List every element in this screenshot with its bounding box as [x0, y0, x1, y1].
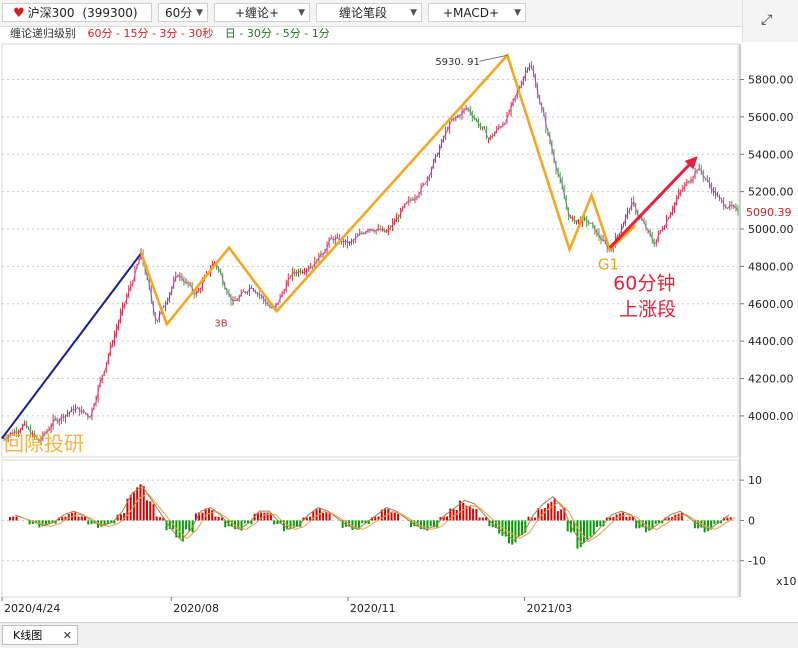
macd-grid: [1, 459, 739, 598]
price-panel-frame: [1, 43, 739, 458]
fullscreen-panel: ⤢: [742, 0, 798, 42]
watermark-text: 回隙投研: [4, 431, 84, 455]
favorite-heart-icon[interactable]: ♥: [13, 6, 25, 21]
price-tick-label: 4400.00: [748, 335, 794, 348]
security-name: 沪深300: [27, 6, 75, 20]
trend-segment-line: [1, 252, 142, 439]
x-tick-label: 2020/08: [173, 602, 219, 615]
chevron-down-icon: ▼: [514, 8, 521, 18]
macd-tick-label: -10: [748, 555, 766, 568]
recursion-levels-b: 日 - 30分 - 5分 - 1分: [224, 27, 330, 40]
price-tick-label: 4800.00: [748, 260, 794, 273]
macd-tick-label: 0: [748, 514, 755, 527]
label-60min: 60分钟: [613, 273, 675, 295]
recursion-levels-bar: 缠论递归级别 60分 - 15分 - 3分 - 30秒 日 - 30分 - 5分…: [0, 26, 740, 42]
price-tick-label: 5000.00: [748, 223, 794, 236]
x-tick-label: 2021/03: [527, 602, 573, 615]
indicator-macd-dropdown[interactable]: +MACD+ ▼: [428, 3, 526, 22]
peak-price-label: 5930. 91: [435, 57, 480, 68]
axes: 4000.00 4200.00 4400.00 4600.00 4800.00 5000.…: [1, 44, 797, 615]
price-tick-label: 5800.00: [748, 74, 794, 87]
macd-unit-label: x10: [776, 575, 797, 588]
period-value: 60分: [165, 6, 193, 20]
indicator-bi-duan-dropdown[interactable]: 缠论笔段 ▼: [316, 3, 422, 22]
price-tick-label: 5600.00: [748, 111, 794, 124]
price-grid: [1, 43, 739, 458]
indicator-macd-label: +MACD+: [443, 6, 500, 20]
indicator-chanlun-dropdown[interactable]: +缠论+ ▼: [214, 3, 310, 22]
macd-dif-line: [14, 485, 730, 545]
bottom-tab-bar: K线图 ✕: [0, 622, 798, 648]
label-g1: G1: [598, 256, 619, 274]
period-dropdown[interactable]: 60分 ▼: [158, 3, 208, 22]
kline-chart[interactable]: 4000.00 4200.00 4400.00 4600.00 4800.00 5000.…: [0, 42, 798, 622]
tab-kline-label: K线图: [13, 629, 43, 642]
arrow-head-icon: [684, 156, 698, 170]
ma-line: [1, 65, 739, 442]
macd-dea-line: [20, 492, 736, 543]
label-3b: 3B: [214, 318, 227, 329]
chevron-down-icon: ▼: [410, 8, 417, 18]
security-selector[interactable]: ♥ 沪深300 (399300): [2, 3, 152, 22]
indicator-bi-duan-label: 缠论笔段: [339, 6, 388, 20]
chanlun-overlays: [1, 52, 698, 439]
top-toolbar: ♥ 沪深300 (399300) 60分 ▼ +缠论+ ▼ 缠论笔段 ▼ +MAC…: [0, 0, 798, 27]
recursion-label: 缠论递归级别: [10, 27, 76, 40]
price-tick-label: 5200.00: [748, 186, 794, 199]
close-icon[interactable]: ✕: [62, 629, 72, 642]
price-series: [1, 61, 739, 445]
label-up-segment: 上涨段: [619, 299, 676, 321]
x-tick-label: 2020/4/24: [4, 602, 60, 615]
price-tick-label: 4200.00: [748, 373, 794, 386]
chevron-down-icon: ▼: [196, 8, 203, 18]
price-tick-label: 4600.00: [748, 298, 794, 311]
price-tick-label: 4000.00: [748, 410, 794, 423]
up-segment-arrow-line: [608, 161, 693, 249]
macd-bars: [9, 484, 736, 549]
security-code: (399300): [82, 6, 138, 20]
indicator-chanlun-label: +缠论+: [235, 6, 280, 20]
macd-panel-frame: [1, 459, 739, 598]
peak-leader-line: [479, 54, 508, 62]
chevron-down-icon: ▼: [298, 8, 305, 18]
last-price-label: 5090.39: [746, 206, 792, 219]
bi-stroke-line: [139, 52, 637, 327]
tab-kline[interactable]: K线图 ✕: [2, 625, 78, 645]
macd-tick-label: 10: [748, 474, 762, 487]
price-tick-label: 5400.00: [748, 148, 794, 161]
expand-icon[interactable]: ⤢: [761, 12, 773, 28]
x-tick-label: 2020/11: [350, 602, 396, 615]
recursion-levels-a: 60分 - 15分 - 3分 - 30秒: [87, 27, 214, 40]
